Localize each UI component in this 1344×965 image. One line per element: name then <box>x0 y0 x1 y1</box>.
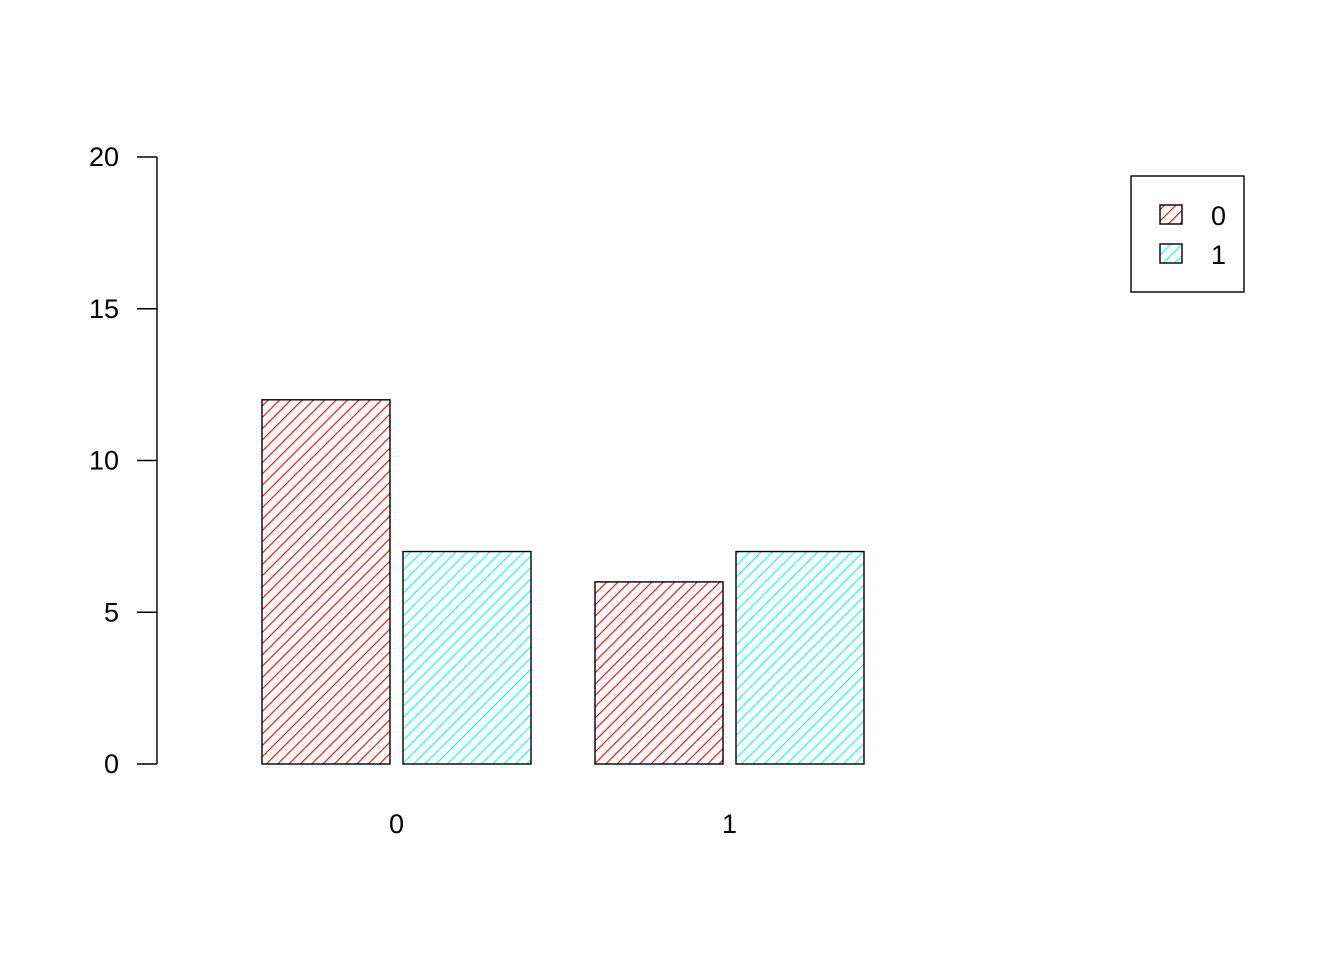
legend-label: 1 <box>1211 240 1226 270</box>
legend: 01 <box>1130 175 1245 293</box>
x-tick-label: 1 <box>722 809 737 839</box>
y-tick-label: 15 <box>89 294 119 324</box>
y-tick-label: 20 <box>89 142 119 172</box>
y-tick-label: 5 <box>104 597 119 627</box>
bar-0-series-1 <box>402 550 532 765</box>
bar-0-series-0 <box>261 399 391 765</box>
y-tick-label: 0 <box>104 749 119 779</box>
legend-swatch <box>1159 204 1183 225</box>
x-tick-label: 0 <box>389 809 404 839</box>
legend-box <box>1130 175 1245 293</box>
y-axis: 0 5 10 15 20 <box>89 142 158 779</box>
y-tick-label: 10 <box>89 446 119 476</box>
bar-1-series-1 <box>735 550 865 765</box>
bar-1-series-0 <box>594 581 724 765</box>
bars <box>261 399 865 765</box>
legend-label: 0 <box>1211 201 1226 231</box>
legend-swatch <box>1159 243 1183 264</box>
